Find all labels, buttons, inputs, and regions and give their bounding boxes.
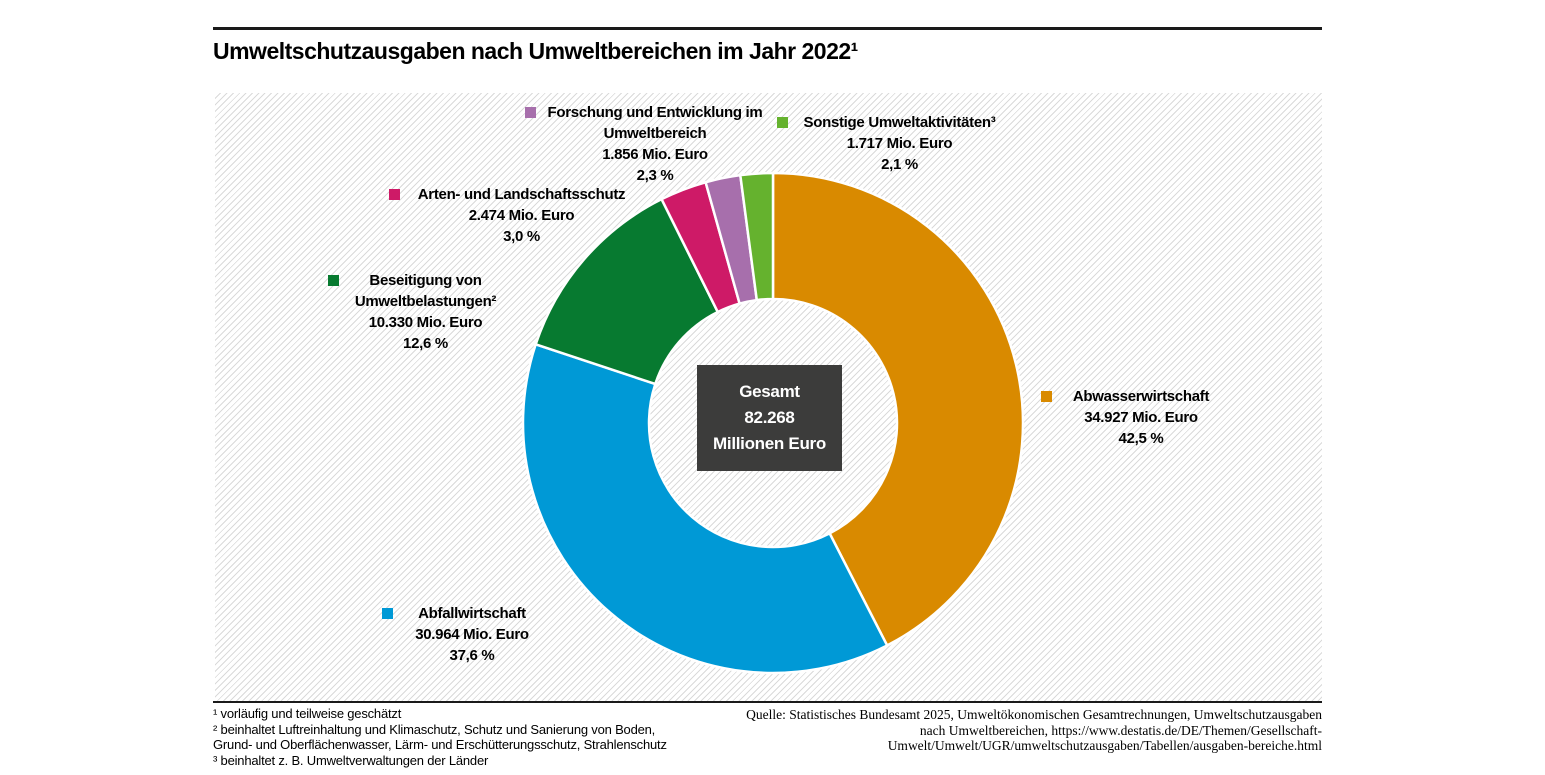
legend-percent: 37,6 % bbox=[449, 647, 495, 664]
legend-label: Beseitigung von Umweltbelastungen² bbox=[354, 272, 497, 310]
legend-value: 1.856 Mio. Euro bbox=[602, 146, 708, 163]
legend-label: Abfallwirtschaft bbox=[418, 605, 526, 622]
legend-value: 1.717 Mio. Euro bbox=[846, 135, 953, 152]
legend-value: 10.330 Mio. Euro bbox=[368, 314, 483, 331]
legend-beseitigung: Beseitigung von Umweltbelastungen² 10.33… bbox=[328, 270, 503, 354]
donut-segment-1 bbox=[771, 171, 1025, 648]
total-label: Gesamt bbox=[739, 382, 800, 401]
legend-label: Arten- und Landschaftsschutz bbox=[417, 186, 626, 203]
source-line: Quelle: Statistisches Bundesamt 2025, Um… bbox=[746, 707, 1322, 722]
legend-percent: 42,5 % bbox=[1118, 430, 1164, 447]
footnote-2-continued: Grund- und Oberflächenwasser, Lärm- und … bbox=[213, 737, 667, 752]
source-line: Umwelt/Umwelt/UGR/umweltschutzausgaben/T… bbox=[887, 738, 1322, 753]
legend-percent: 12,6 % bbox=[403, 335, 448, 352]
legend-sonstige: Sonstige Umweltaktivitäten³ 1.717 Mio. E… bbox=[777, 112, 1002, 175]
source-note: Quelle: Statistisches Bundesamt 2025, Um… bbox=[746, 707, 1322, 754]
legend-value: 2.474 Mio. Euro bbox=[468, 207, 575, 224]
total-unit: Millionen Euro bbox=[713, 434, 826, 453]
total-value: 82.268 bbox=[744, 408, 795, 427]
legend-value: 34.927 Mio. Euro bbox=[1084, 409, 1198, 426]
legend-marker-forschung bbox=[525, 107, 536, 118]
legend-artenschutz: Arten- und Landschaftsschutz 2.474 Mio. … bbox=[389, 184, 634, 247]
footer-rule bbox=[213, 701, 1322, 703]
footnote-3: ³ beinhaltet z. B. Umweltverwaltungen de… bbox=[213, 752, 489, 768]
legend-label: Sonstige Umweltaktivitäten³ bbox=[803, 114, 996, 131]
donut-chart bbox=[521, 171, 1025, 675]
legend-marker-abwasser bbox=[1041, 391, 1052, 402]
legend-label: Forschung und Entwicklung im Umweltberei… bbox=[547, 104, 763, 142]
source-line: nach Umweltbereichen, https://www.destat… bbox=[919, 722, 1322, 738]
footnote-1: ¹ vorläufig und teilweise geschätzt bbox=[213, 706, 402, 721]
legend-abfall: Abfallwirtschaft 30.964 Mio. Euro 37,6 % bbox=[382, 603, 542, 666]
legend-percent: 2,1 % bbox=[881, 156, 918, 173]
legend-percent: 2,3 % bbox=[636, 167, 674, 184]
page-title: Umweltschutzausgaben nach Umweltbereiche… bbox=[213, 38, 858, 64]
legend-marker-beseitigung bbox=[328, 275, 339, 286]
total-center-box: Gesamt 82.268 Millionen Euro bbox=[697, 365, 842, 471]
footnotes: ¹ vorläufig und teilweise geschätzt ² be… bbox=[213, 706, 667, 768]
legend-marker-abfall bbox=[382, 608, 393, 619]
donut-segment-2 bbox=[521, 342, 889, 675]
legend-abwasser: Abwasserwirtschaft 34.927 Mio. Euro 42,5… bbox=[1041, 386, 1221, 449]
legend-value: 30.964 Mio. Euro bbox=[415, 626, 529, 643]
donut-segment-6 bbox=[738, 171, 775, 302]
legend-forschung: Forschung und Entwicklung im Umweltberei… bbox=[525, 102, 765, 186]
legend-marker-sonstige bbox=[777, 117, 788, 128]
footnote-2: ² beinhaltet Luftreinhaltung und Klimasc… bbox=[213, 721, 656, 737]
legend-label: Abwasserwirtschaft bbox=[1072, 388, 1210, 405]
title-rule bbox=[213, 27, 1322, 30]
chart-area: Gesamt 82.268 Millionen Euro Forschung u… bbox=[215, 93, 1322, 702]
legend-marker-artenschutz bbox=[389, 189, 400, 200]
legend-percent: 3,0 % bbox=[503, 228, 540, 245]
